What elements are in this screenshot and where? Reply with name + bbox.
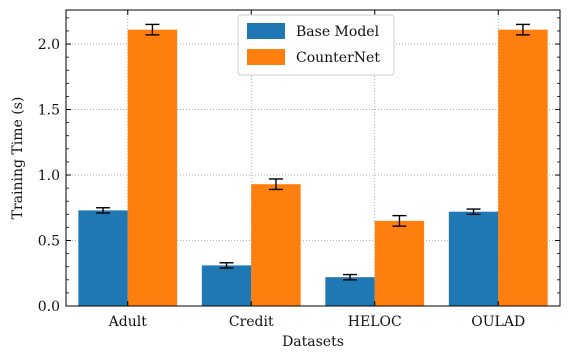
error-bar [219,262,234,269]
x-tick-label: OULAD [471,314,525,330]
bar-base-model-credit [201,265,252,306]
y-tick-label: 1.5 [38,103,60,119]
y-tick-label: 2.0 [38,37,60,53]
legend-swatch [247,49,285,65]
x-tick-label: Adult [108,314,148,330]
error-bar [96,207,111,214]
bar-counternet-credit [251,184,301,306]
bars [78,29,548,306]
plot-frame [65,9,561,307]
y-tick-label: 0.5 [38,234,60,250]
y-tick-label: 1.0 [38,168,60,184]
x-tick-label: HELOC [348,314,402,330]
bar-counternet-adult [127,29,178,306]
error-bar [466,208,481,216]
axis-ticks [66,10,560,307]
legend-label: CounterNet [296,50,380,66]
bar-base-model-oulad [448,211,499,306]
error-bar [392,214,407,227]
bar-counternet-oulad [498,29,548,306]
bar-counternet-heloc [374,220,425,306]
bar-base-model-heloc [325,277,375,306]
error-bar [145,23,160,36]
y-axis-title: Training Time (s) [10,97,26,220]
y-tick-label: 0.0 [38,299,60,315]
error-bar [268,178,283,191]
bar-base-model-adult [78,210,128,306]
error-bar [515,23,530,36]
legend-swatch [247,23,285,39]
x-axis-title: Datasets [282,334,344,350]
x-tick-label: Credit [229,314,274,330]
legend: Base Model CounterNet [237,14,395,76]
x-tick-labels: Adult Credit HELOC OULAD [108,314,526,330]
y-tick-labels: 0.0 0.5 1.0 1.5 2.0 [38,37,60,315]
error-bar [343,273,358,281]
error-bars [96,23,530,281]
legend-label: Base Model [296,24,380,40]
